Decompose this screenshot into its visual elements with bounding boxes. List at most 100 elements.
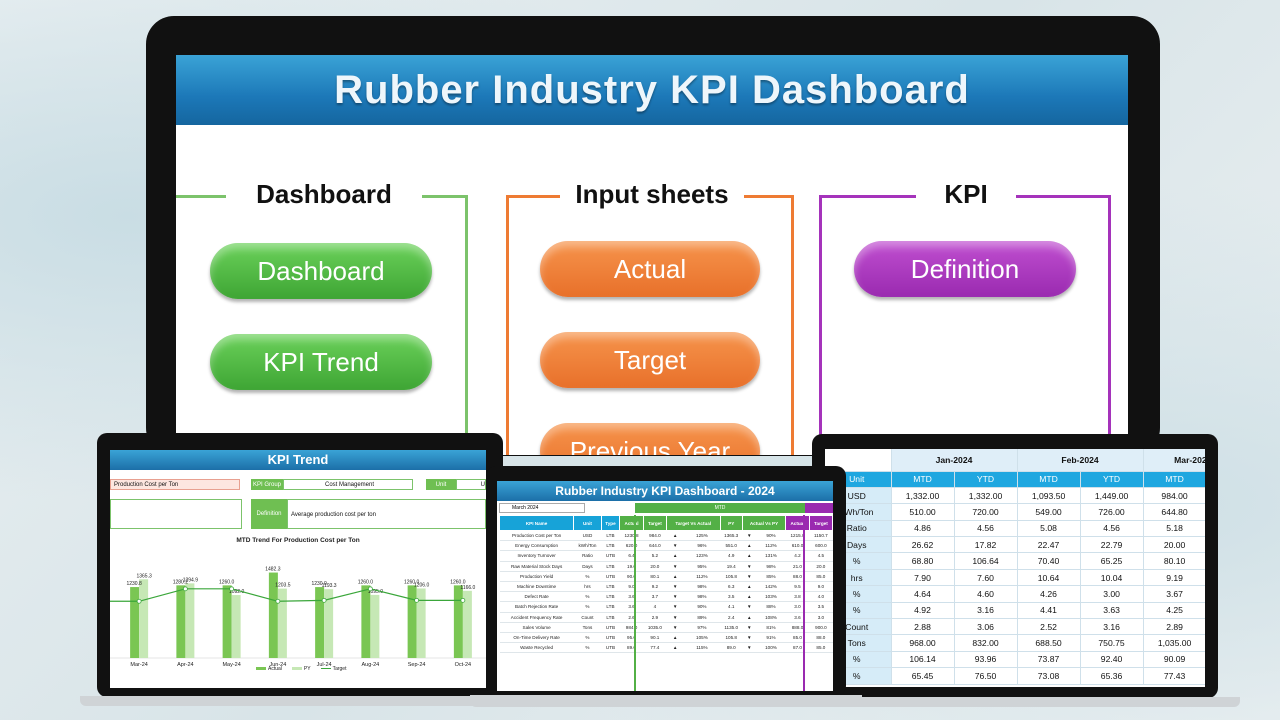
table-cell: ▼ xyxy=(742,561,757,572)
table-cell: ▲ xyxy=(742,581,757,593)
table-cell: 106.14 xyxy=(891,651,955,669)
table-cell: Batch Rejection Rate xyxy=(499,601,574,613)
mtd-divider xyxy=(634,515,636,691)
table-cell: 68.80 xyxy=(891,552,955,570)
table-cell: 4.0 xyxy=(809,591,833,603)
table-cell: 80.1 xyxy=(643,571,667,582)
table-cell: ▼ xyxy=(742,530,757,542)
center-col-header: Target xyxy=(642,515,667,531)
table-cell: 4.25 xyxy=(1143,602,1205,620)
table-cell: 6.4 xyxy=(619,550,644,562)
table-cell: 19.4 xyxy=(720,561,743,572)
table-cell: 1035.0 xyxy=(643,622,667,633)
bar-actual xyxy=(453,585,463,658)
dashboard-button[interactable]: Dashboard xyxy=(210,243,432,299)
table-cell: 76.50 xyxy=(954,667,1018,685)
table-cell: 2.89 xyxy=(1143,618,1205,636)
bar-actual xyxy=(361,585,371,658)
target-button[interactable]: Target xyxy=(540,332,760,388)
table-row: Energy Consumption kWh/Ton LTB 620.0 644.0 ▼ 9… xyxy=(499,540,833,552)
data-label-actual: 1230.0 xyxy=(311,581,327,587)
sub-header: YTD xyxy=(954,471,1018,488)
table-row: Inventory Turnover Ratio UTB 6.4 5.2 ▲ 123% 4.9… xyxy=(499,550,833,562)
table-cell: 2.4 xyxy=(720,612,743,623)
table-cell: 26.62 xyxy=(891,536,955,554)
table-cell: 3.0 xyxy=(785,601,810,613)
table-cell: 90.09 xyxy=(1143,651,1205,669)
table-cell: 105% xyxy=(683,632,721,644)
table-cell: 10.64 xyxy=(1017,569,1081,587)
table-cell: 1,093.50 xyxy=(1017,487,1081,505)
table-cell: 3.6 xyxy=(619,591,644,603)
table-row: Production Cost per Ton USD LTB 1230.8 984.0… xyxy=(499,530,833,542)
table-cell: 103% xyxy=(756,591,786,603)
definition-label: Definition xyxy=(251,499,287,529)
table-cell: 80.10 xyxy=(1143,552,1205,570)
table-cell: 984.0 xyxy=(619,622,644,633)
previous-year-button[interactable]: Previous Year xyxy=(540,423,760,455)
table-cell: 9.5 xyxy=(785,581,810,593)
chart-title: MTD Trend For Production Cost per Ton xyxy=(236,537,360,544)
table-cell: 73.08 xyxy=(1017,667,1081,685)
table-cell: 5.2 xyxy=(643,550,667,562)
data-label-actual: 1260.0 xyxy=(219,579,235,585)
table-cell: 984.0 xyxy=(643,530,667,542)
bar-py xyxy=(277,588,287,658)
table-cell: 620.0 xyxy=(619,540,644,552)
data-label-actual: 1280.2 xyxy=(173,579,189,585)
table-row: Tons 968.00 832.00 688.50 750.75 1,035.00 xyxy=(825,634,1205,652)
kpi-group-value: Cost Management xyxy=(283,479,413,490)
table-cell: ▲ xyxy=(742,612,757,623)
month-select[interactable]: March 2024 xyxy=(499,503,585,513)
table-row: On-Time Delivery Rate% UTB 95.0 90.1 ▲ 105% 10… xyxy=(499,632,833,644)
table-cell: 3.8 xyxy=(785,591,810,603)
bar-actual xyxy=(268,572,278,658)
actual-button[interactable]: Actual xyxy=(540,241,760,297)
table-cell: 2.88 xyxy=(891,618,955,636)
x-tick-label: Sep-24 xyxy=(408,662,426,668)
table-cell: 600.0 xyxy=(809,540,833,552)
table-cell: ▼ xyxy=(666,540,684,552)
center-col-header: Target xyxy=(808,515,833,531)
table-cell: ▼ xyxy=(666,601,684,613)
table-cell: 3.5 xyxy=(720,591,743,603)
x-tick-label: Jul-24 xyxy=(317,662,332,668)
table-cell: 88.0 xyxy=(785,571,810,582)
kpi-trend-button[interactable]: KPI Trend xyxy=(210,334,432,390)
table-cell: 85% xyxy=(756,571,786,582)
definition-button[interactable]: Definition xyxy=(854,241,1076,297)
table-cell: ▼ xyxy=(666,612,684,623)
main-screen: Rubber Industry KPI Dashboard Dashboard … xyxy=(176,55,1128,455)
table-cell: 984.00 xyxy=(1143,487,1205,505)
table-cell: Sales Volume xyxy=(499,622,574,633)
table-cell: 750.75 xyxy=(1080,634,1144,652)
data-label-actual: 1230.8 xyxy=(126,581,142,587)
table-cell: 9.0 xyxy=(619,581,644,593)
table-cell: 900.0 xyxy=(809,622,833,633)
table-cell: Raw Material Stock Days xyxy=(499,561,574,572)
table-cell: LTB xyxy=(601,601,620,613)
table-cell: 4.41 xyxy=(1017,602,1081,620)
table-cell: 3.06 xyxy=(954,618,1018,636)
bar-actual xyxy=(130,587,140,658)
table-cell: 96% xyxy=(683,540,721,552)
table-row: Defect Rate% LTB 3.6 3.7 ▼ 98% 3.5 ▲ 103% 3.8 4.0 xyxy=(499,591,833,603)
table-row: Raw Material Stock Days Days LTB 19.0 20.0 ▼ 9… xyxy=(499,561,833,572)
input-sheets-section-frame xyxy=(506,195,794,455)
kpi-name-select[interactable]: Production Cost per Ton xyxy=(110,479,240,490)
table-row: % 68.80 106.64 70.40 65.25 80.10 xyxy=(825,552,1205,570)
table-cell: 105.8 xyxy=(720,632,743,644)
table-cell: 90.1 xyxy=(643,632,667,644)
table-cell: 610.0 xyxy=(785,540,810,552)
table-row: kWh/Ton 510.00 720.00 549.00 726.00 644.80 xyxy=(825,503,1205,521)
table-cell: 85.0 xyxy=(785,632,810,644)
month-header-feb: Feb-2024 xyxy=(1017,449,1144,472)
center-col-header: Type xyxy=(600,515,621,531)
month-header-mar: Mar-2024 xyxy=(1143,449,1205,472)
table-cell: % xyxy=(573,601,602,613)
table-cell: 89.0 xyxy=(720,642,743,654)
table-cell: 88.0 xyxy=(809,632,833,644)
table-cell: 720.00 xyxy=(954,503,1018,521)
table-cell: 1365.3 xyxy=(720,530,743,542)
table-cell: % xyxy=(573,591,602,603)
